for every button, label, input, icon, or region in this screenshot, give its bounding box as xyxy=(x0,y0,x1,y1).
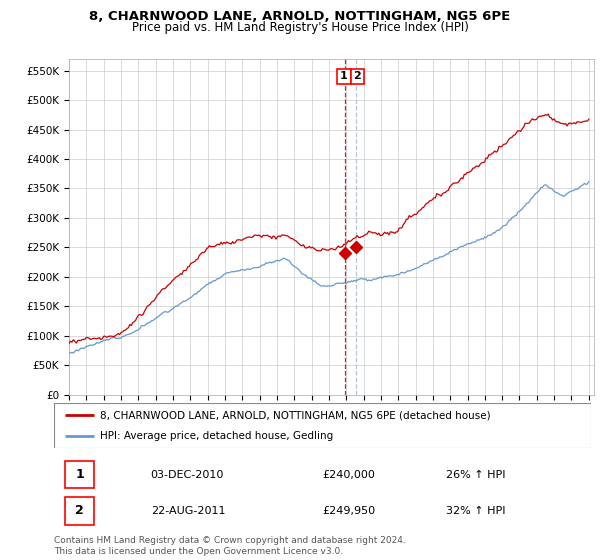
Text: HPI: Average price, detached house, Gedling: HPI: Average price, detached house, Gedl… xyxy=(100,431,333,441)
Text: Price paid vs. HM Land Registry's House Price Index (HPI): Price paid vs. HM Land Registry's House … xyxy=(131,21,469,34)
Text: £240,000: £240,000 xyxy=(323,470,376,479)
Text: 2: 2 xyxy=(75,505,84,517)
Bar xyxy=(65,497,94,525)
Text: 03-DEC-2010: 03-DEC-2010 xyxy=(151,470,224,479)
Text: 1: 1 xyxy=(340,72,348,82)
Text: 8, CHARNWOOD LANE, ARNOLD, NOTTINGHAM, NG5 6PE: 8, CHARNWOOD LANE, ARNOLD, NOTTINGHAM, N… xyxy=(89,10,511,23)
Text: 1: 1 xyxy=(75,468,84,481)
Text: 2: 2 xyxy=(353,72,361,82)
Text: £249,950: £249,950 xyxy=(323,506,376,516)
Text: 26% ↑ HPI: 26% ↑ HPI xyxy=(446,470,506,479)
Text: 22-AUG-2011: 22-AUG-2011 xyxy=(151,506,225,516)
Text: 32% ↑ HPI: 32% ↑ HPI xyxy=(446,506,506,516)
Text: 8, CHARNWOOD LANE, ARNOLD, NOTTINGHAM, NG5 6PE (detached house): 8, CHARNWOOD LANE, ARNOLD, NOTTINGHAM, N… xyxy=(100,410,490,421)
Text: Contains HM Land Registry data © Crown copyright and database right 2024.
This d: Contains HM Land Registry data © Crown c… xyxy=(54,536,406,556)
Bar xyxy=(65,461,94,488)
